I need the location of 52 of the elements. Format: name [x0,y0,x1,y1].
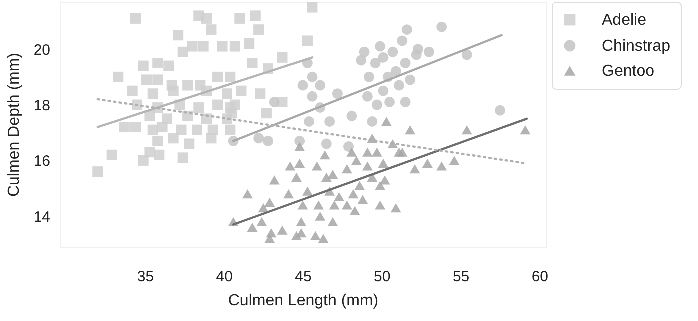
point [436,22,448,32]
x-axis-title: Culmen Length (mm) [228,292,379,310]
x-tick-label: 45 [295,268,312,286]
point [344,142,354,152]
point [254,133,264,144]
point [402,24,412,36]
point [462,50,472,60]
point [346,110,358,122]
point [356,55,367,66]
point [315,80,326,91]
point [307,72,318,82]
point [367,116,378,127]
point [372,100,382,110]
point [388,46,398,58]
point [405,74,416,86]
point [263,136,274,146]
point [359,46,370,58]
y-tick-label: 16 [34,153,50,170]
point [397,36,408,46]
point [400,96,411,108]
point [298,80,308,91]
point [362,91,373,102]
x-tick-label: 50 [374,268,391,286]
point [321,138,332,150]
point [364,72,375,82]
y-axis-title: Culmen Depth (mm) [6,52,23,198]
point [269,96,280,108]
point [394,80,404,91]
x-tick-label: 55 [452,268,470,286]
point [324,116,336,127]
point [332,88,343,100]
point [384,96,396,108]
legend-label: Chinstrap [602,38,671,55]
point [378,86,389,96]
point [400,58,411,68]
point [378,52,389,63]
point [390,66,402,77]
point [307,91,318,102]
y-tick-label: 20 [34,42,50,59]
point [424,46,434,58]
point [375,41,386,52]
x-tick-label: 40 [216,268,233,286]
legend-label: Gentoo [602,63,655,80]
y-tick-label: 18 [34,98,50,115]
point [304,116,315,127]
legend-label: Adelie [602,12,647,29]
point [370,58,381,68]
y-tick-label: 14 [34,208,50,226]
x-tick-label: 60 [532,268,549,286]
point [494,105,506,116]
point [412,44,424,55]
x-tick-label: 35 [137,268,154,286]
